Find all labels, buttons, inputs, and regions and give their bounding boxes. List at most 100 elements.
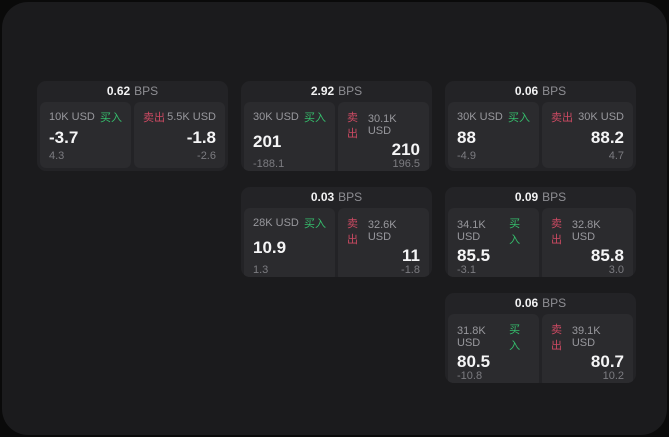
sell-delta: 10.2	[602, 370, 624, 382]
sell-amount: 30.1K USD	[367, 113, 397, 137]
buy-delta: -188.1	[253, 158, 285, 170]
quote-card: 0.03 BPS 28K USD 买入 10.9 1.3 卖出 32.6K US…	[241, 187, 432, 277]
buy-panel-top: 28K USD 买入	[253, 215, 326, 231]
bps-unit-label: BPS	[134, 84, 159, 98]
bps-header: 0.06 BPS	[445, 81, 636, 101]
bps-header: 0.06 BPS	[445, 293, 636, 313]
buy-panel[interactable]: 34.1K USD 买入 85.5 -3.1	[448, 208, 539, 277]
buy-panel[interactable]: 10K USD 买入 -3.7 4.3	[40, 102, 131, 168]
quote-card: 0.06 BPS 31.8K USD 买入 80.5 -10.8 卖出 39.1…	[445, 293, 636, 383]
quote-panels: 28K USD 买入 10.9 1.3 卖出 32.6K USD 11 -1.8	[241, 207, 432, 277]
sell-panel-top: 卖出 32.8K USD	[551, 215, 624, 247]
quote-panels: 31.8K USD 买入 80.5 -10.8 卖出 39.1K USD 80.…	[445, 313, 636, 383]
bps-unit-label: BPS	[338, 84, 363, 98]
sell-delta: 4.7	[608, 150, 624, 162]
buy-side-label: 买入	[304, 112, 326, 124]
bps-header: 2.92 BPS	[241, 81, 432, 101]
quote-panels: 10K USD 买入 -3.7 4.3 卖出 5.5K USD -1.8 -2.…	[37, 101, 228, 171]
quote-panels: 30K USD 买入 88 -4.9 卖出 30K USD 88.2 4.7	[445, 101, 636, 171]
quote-panels: 34.1K USD 买入 85.5 -3.1 卖出 32.8K USD 85.8…	[445, 207, 636, 277]
bps-header: 0.03 BPS	[241, 187, 432, 207]
buy-panel[interactable]: 28K USD 买入 10.9 1.3	[244, 208, 335, 277]
sell-price: 210	[391, 140, 420, 159]
sell-price: 85.8	[590, 246, 624, 265]
buy-panel-top: 30K USD 买入	[253, 109, 326, 125]
buy-panel-top: 34.1K USD 买入	[457, 215, 530, 247]
sell-price: 11	[402, 246, 420, 265]
sell-price: -1.8	[186, 128, 216, 147]
buy-amount: 10K USD	[49, 111, 95, 123]
buy-delta: -3.1	[457, 264, 476, 276]
buy-panel[interactable]: 30K USD 买入 88 -4.9	[448, 102, 539, 168]
sell-side-label: 卖出	[551, 324, 562, 352]
buy-price: 10.9	[253, 238, 287, 257]
bps-header: 0.09 BPS	[445, 187, 636, 207]
buy-side-label: 买入	[509, 218, 521, 246]
sell-side-label: 卖出	[551, 218, 562, 246]
buy-price: 88	[457, 128, 476, 147]
sell-side-label: 卖出	[347, 112, 358, 140]
buy-panel[interactable]: 31.8K USD 买入 80.5 -10.8	[448, 314, 539, 383]
sell-panel[interactable]: 卖出 39.1K USD 80.7 10.2	[542, 314, 633, 383]
bps-unit-label: BPS	[338, 190, 363, 204]
buy-price: 201	[253, 132, 282, 151]
buy-amount: 30K USD	[253, 111, 299, 123]
buy-side-label: 买入	[304, 218, 326, 230]
sell-amount: 39.1K USD	[571, 325, 601, 349]
sell-delta: 196.5	[392, 158, 420, 170]
bps-value: 0.62	[106, 84, 131, 98]
sell-price: 80.7	[590, 352, 624, 371]
sell-panel[interactable]: 卖出 32.8K USD 85.8 3.0	[542, 208, 633, 277]
buy-amount: 28K USD	[253, 217, 299, 229]
sell-panel-top: 卖出 5.5K USD	[143, 109, 216, 125]
bps-unit-label: BPS	[542, 190, 567, 204]
sell-panel[interactable]: 卖出 30K USD 88.2 4.7	[542, 102, 633, 168]
quote-card: 0.62 BPS 10K USD 买入 -3.7 4.3 卖出 5.5K USD…	[37, 81, 228, 171]
buy-side-label: 买入	[508, 112, 530, 124]
sell-amount: 5.5K USD	[167, 111, 216, 123]
bps-unit-label: BPS	[542, 84, 567, 98]
sell-panel-top: 卖出 30K USD	[551, 109, 624, 125]
sell-panel[interactable]: 卖出 5.5K USD -1.8 -2.6	[134, 102, 225, 168]
quote-card: 2.92 BPS 30K USD 买入 201 -188.1 卖出 30.1K …	[241, 81, 432, 171]
buy-amount: 31.8K USD	[457, 325, 486, 349]
sell-panel-top: 卖出 39.1K USD	[551, 321, 624, 353]
sell-amount: 32.8K USD	[571, 219, 601, 243]
sell-side-label: 卖出	[551, 112, 573, 124]
buy-panel-top: 30K USD 买入	[457, 109, 530, 125]
sell-delta: -2.6	[197, 150, 216, 162]
buy-side-label: 买入	[100, 112, 122, 124]
sell-panel-top: 卖出 30.1K USD	[347, 109, 420, 141]
bps-value: 0.06	[514, 84, 539, 98]
bps-header: 0.62 BPS	[37, 81, 228, 101]
quote-card: 0.06 BPS 30K USD 买入 88 -4.9 卖出 30K USD 8…	[445, 81, 636, 171]
bps-value: 0.03	[310, 190, 335, 204]
sell-side-label: 卖出	[143, 112, 165, 124]
sell-side-label: 卖出	[347, 218, 358, 246]
bps-value: 2.92	[310, 84, 335, 98]
quote-panels: 30K USD 买入 201 -188.1 卖出 30.1K USD 210 1…	[241, 101, 432, 171]
buy-panel-top: 31.8K USD 买入	[457, 321, 530, 353]
buy-side-label: 买入	[509, 324, 521, 352]
sell-panel[interactable]: 卖出 32.6K USD 11 -1.8	[338, 208, 429, 277]
buy-price: -3.7	[49, 128, 79, 147]
sell-price: 88.2	[590, 128, 624, 147]
sell-panel-top: 卖出 32.6K USD	[347, 215, 420, 247]
buy-delta: -10.8	[457, 370, 483, 382]
bps-value: 0.09	[514, 190, 539, 204]
quote-card-grid: 0.62 BPS 10K USD 买入 -3.7 4.3 卖出 5.5K USD…	[37, 81, 636, 383]
buy-delta: 1.3	[253, 264, 269, 276]
bps-unit-label: BPS	[542, 296, 567, 310]
quote-card: 0.09 BPS 34.1K USD 买入 85.5 -3.1 卖出 32.8K…	[445, 187, 636, 277]
buy-delta: -4.9	[457, 150, 476, 162]
sell-delta: -1.8	[401, 264, 420, 276]
buy-panel-top: 10K USD 买入	[49, 109, 122, 125]
bps-value: 0.06	[514, 296, 539, 310]
sell-panel[interactable]: 卖出 30.1K USD 210 196.5	[338, 102, 429, 171]
sell-delta: 3.0	[608, 264, 624, 276]
buy-price: 85.5	[457, 246, 491, 265]
buy-panel[interactable]: 30K USD 买入 201 -188.1	[244, 102, 335, 171]
buy-amount: 30K USD	[457, 111, 503, 123]
sell-amount: 32.6K USD	[367, 219, 397, 243]
buy-price: 80.5	[457, 352, 491, 371]
